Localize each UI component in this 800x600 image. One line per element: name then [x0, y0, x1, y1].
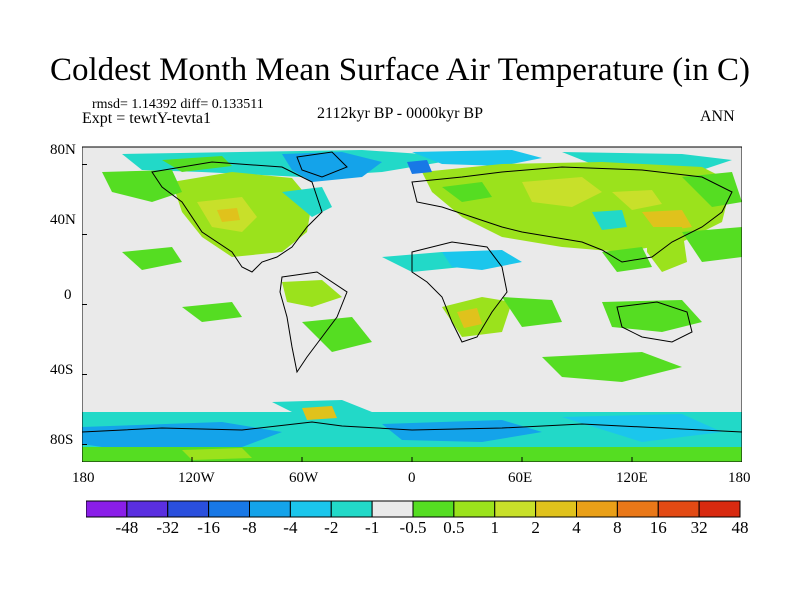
colorbar-label: -8 [242, 518, 257, 537]
colorbar-label: -32 [156, 518, 180, 537]
colorbar-swatch [330, 500, 373, 518]
indian-ocean-green [502, 297, 562, 327]
antarctic-cyan-east [562, 414, 722, 442]
arctic-blue-patch [282, 152, 382, 182]
y-tick-label: 80N [50, 142, 76, 158]
colorbar-label: 4 [572, 518, 581, 537]
colorbar [86, 500, 741, 518]
colorbar-swatch [535, 500, 577, 518]
colorbar-swatch [289, 500, 332, 518]
y-tick-label: 80S [50, 432, 74, 448]
antarctic-interior-yellowgreen [182, 448, 252, 460]
colorbar-swatch [167, 500, 210, 518]
season-label: ANN [700, 108, 735, 125]
colorbar-label: 16 [649, 518, 667, 537]
colorbar-label: -4 [283, 518, 298, 537]
colorbar-label: -2 [324, 518, 339, 537]
australia-green [602, 300, 702, 332]
y-tick-label: 40N [50, 212, 76, 228]
axis-ticks [82, 164, 742, 462]
hudson-cyan [282, 187, 332, 217]
north-america-orange [217, 208, 240, 222]
eurasia-yellow [522, 177, 602, 207]
south-pacific-green [182, 302, 242, 322]
colorbar-label: 0.5 [443, 518, 465, 537]
colorbar-swatch [412, 500, 455, 518]
antarctic-blue-central [382, 420, 542, 442]
y-tick-label: 40S [50, 362, 74, 378]
africa-outline [411, 241, 508, 343]
x-tick-label: 0 [408, 470, 416, 486]
colorbar-swatch [494, 500, 537, 518]
colorbar-swatch [86, 500, 128, 518]
colorbar-swatch [249, 500, 291, 518]
temperature-map [82, 146, 742, 462]
x-tick-label: 60W [289, 470, 319, 486]
colorbar-swatch [371, 500, 414, 518]
africa-south-orange [457, 308, 482, 328]
x-tick-label: 120E [616, 470, 648, 486]
north-pacific-green [682, 172, 742, 207]
sahara-cyan [442, 250, 522, 270]
colorbar-swatch [126, 500, 169, 518]
colorbar-swatch [453, 500, 496, 518]
colorbar-swatch [657, 500, 700, 518]
colorbar-label: 1 [490, 518, 500, 537]
period-label: 2112kyr BP - 0000kyr BP [317, 105, 483, 122]
rmsd-stats: rmsd= 1.14392 diff= 0.133511 [92, 97, 264, 112]
colorbar-swatch [698, 500, 741, 518]
map-frame [82, 146, 742, 462]
asia-orange [642, 210, 692, 232]
europe-green [442, 182, 492, 202]
australia-outline [616, 301, 693, 343]
east-pacific-green [122, 247, 182, 270]
colorbar-label: -0.5 [399, 518, 427, 537]
x-tick-label: 180 [72, 470, 95, 486]
west-pacific-green [682, 227, 742, 262]
y-tick-label: 0 [64, 287, 72, 303]
antarctic-peninsula-orange [302, 406, 337, 420]
colorbar-label: 2 [531, 518, 540, 537]
colorbar-label: -16 [197, 518, 220, 537]
chart-title: Coldest Month Mean Surface Air Temperatu… [50, 52, 750, 88]
colorbar-label: 48 [731, 518, 749, 537]
greenland-outline [296, 151, 348, 178]
colorbar-swatch [616, 500, 659, 518]
colorbar-label: 32 [690, 518, 708, 537]
x-tick-label: 120W [178, 470, 215, 486]
south-atlantic-green [302, 317, 372, 352]
south-america-outline [279, 271, 348, 374]
siberia-yellow [612, 190, 662, 210]
experiment-label: Expt = tewtY-tevta1 [82, 110, 211, 127]
central-asia-cyan [592, 210, 627, 230]
arctic-deep-blue [407, 160, 432, 174]
north-america-outline [151, 161, 323, 273]
antarctic-interior-green [82, 447, 742, 462]
pacific-north-green [102, 170, 182, 202]
southern-indian-green [542, 352, 682, 382]
coastlines [82, 151, 742, 433]
colorbar-swatch [576, 500, 618, 518]
india-green [602, 247, 652, 272]
amazon-green [282, 280, 342, 307]
eurasia-outline [411, 166, 733, 263]
colorbar-label: 8 [613, 518, 622, 537]
atlantic-cyan [382, 252, 462, 272]
colorbar-label: -1 [365, 518, 380, 537]
antarctica-outline [82, 421, 742, 433]
x-tick-label: 60E [508, 470, 533, 486]
colorbar-swatch [208, 500, 250, 518]
arctic-cyan-patch-2 [412, 150, 542, 166]
x-tick-label: 180 [728, 470, 751, 486]
colorbar-label: -48 [115, 518, 139, 537]
east-asia-green [647, 227, 687, 272]
